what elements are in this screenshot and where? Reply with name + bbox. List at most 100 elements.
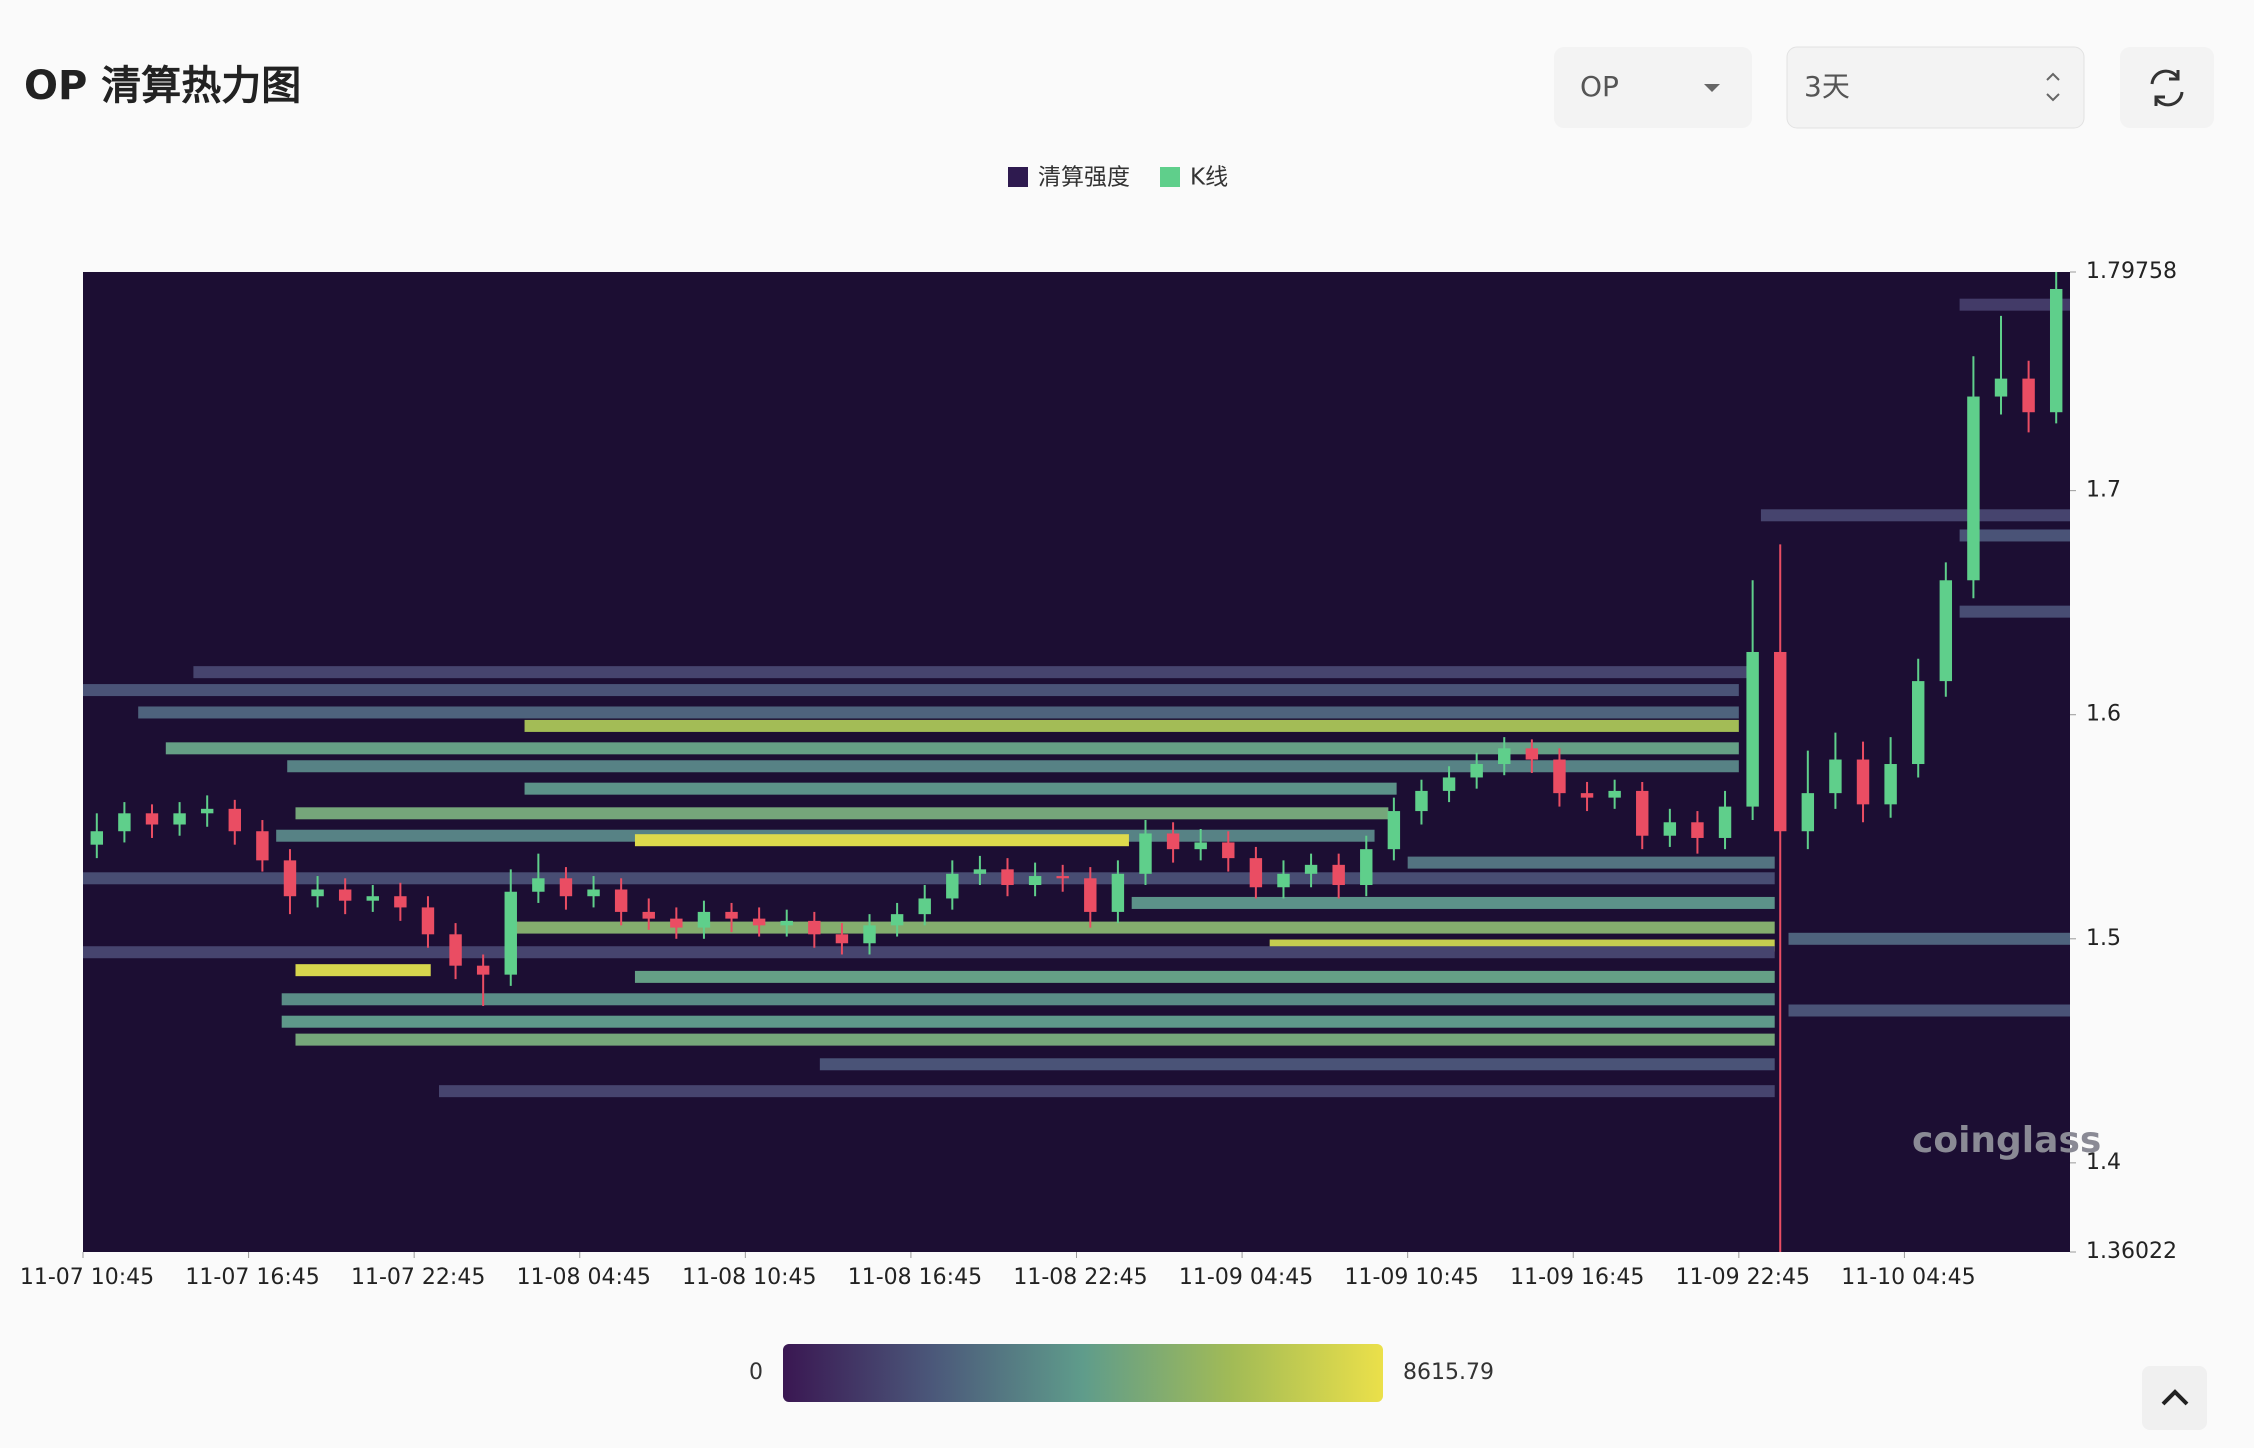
scroll-top-icon (2161, 1389, 2189, 1406)
candle-body (1829, 759, 1842, 794)
colorbar (783, 1344, 1383, 1402)
heat-band (510, 921, 1775, 934)
candle-body (1056, 876, 1069, 879)
candle-body (587, 889, 600, 897)
heat-band (281, 993, 1775, 1006)
symbol-select[interactable] (1554, 47, 1752, 128)
candle-body (1691, 822, 1704, 838)
x-tick-label: 11-07 16:45 (185, 1265, 319, 1290)
heat-band (1788, 1004, 2070, 1017)
candle-body (1387, 811, 1401, 850)
watermark: coinglass (1912, 1120, 2101, 1161)
candle-body (228, 808, 241, 832)
candle-body (1663, 822, 1677, 836)
legend-label: 清算强度 (1038, 165, 1130, 191)
candle-body (1139, 833, 1152, 874)
x-tick-label: 11-07 10:45 (20, 1265, 154, 1290)
candle-body (1939, 580, 1953, 682)
y-tick-label: 1.36022 (2086, 1239, 2177, 1264)
candle-body (1884, 764, 1897, 805)
candle-body (1001, 869, 1014, 886)
heat-band (287, 760, 1739, 773)
legend-label: K线 (1190, 165, 1228, 191)
heat-band (83, 684, 1739, 697)
candle-body (1222, 842, 1235, 859)
x-tick-label: 11-08 22:45 (1013, 1265, 1147, 1290)
candle-body (2049, 288, 2063, 413)
heat-band (439, 1085, 1775, 1098)
candle-body (145, 813, 159, 825)
candle-body (394, 896, 407, 908)
heat-band (281, 1015, 1775, 1028)
scroll-top-button[interactable] (2142, 1366, 2207, 1430)
candle-body (1718, 806, 1732, 838)
heat-band (634, 834, 1129, 847)
colorbar-min: 0 (749, 1360, 763, 1385)
candle-body (1277, 873, 1290, 888)
heat-band (1407, 856, 1775, 869)
candle-body (1553, 759, 1566, 794)
heat-band (1959, 605, 2070, 618)
candle-body (1498, 748, 1511, 765)
heat-band (138, 706, 1739, 719)
candle-body (918, 898, 931, 915)
candle-body (1525, 748, 1539, 760)
candle-body (421, 907, 435, 935)
candle-body (532, 878, 545, 892)
heat-band (524, 782, 1397, 795)
candle-body (890, 914, 904, 926)
y-tick-label: 1.6 (2086, 702, 2121, 727)
range-select[interactable] (1786, 46, 2085, 129)
x-tick-label: 11-10 04:45 (1841, 1265, 1975, 1290)
candle-body (338, 889, 352, 901)
candle-body (863, 925, 876, 944)
heat-band (634, 970, 1775, 983)
candle-body (1967, 396, 1980, 581)
candle-body (1774, 651, 1787, 832)
x-tick-label: 11-08 10:45 (682, 1265, 816, 1290)
candle-body (256, 831, 269, 861)
x-tick-label: 11-08 16:45 (848, 1265, 982, 1290)
candle-body (1608, 790, 1621, 798)
range-value: 3天 (1804, 70, 1850, 103)
plot-area (83, 272, 2070, 1252)
candle-body (1415, 790, 1428, 812)
heat-band (1959, 298, 2070, 311)
candle-body (1994, 378, 2008, 397)
heat-band (295, 964, 431, 977)
candle-body (476, 965, 490, 975)
x-tick-label: 11-07 22:45 (351, 1265, 485, 1290)
y-tick-label: 1.7 (2086, 478, 2121, 503)
symbol-value: OP (1580, 70, 1619, 103)
candle-body (808, 920, 821, 935)
heat-band (1959, 529, 2070, 542)
refresh-icon (2150, 69, 2184, 107)
candle-body (1442, 777, 1456, 791)
candle-body (559, 878, 573, 897)
candle-body (835, 934, 849, 944)
candle-body (504, 891, 517, 975)
heat-band (83, 946, 1775, 959)
candle-body (1801, 793, 1815, 832)
dropdown-arrow (1704, 84, 1720, 92)
x-tick-label: 11-09 22:45 (1676, 1265, 1810, 1290)
y-tick-label: 1.79758 (2086, 259, 2177, 284)
refresh-button[interactable] (2120, 47, 2214, 128)
candle-body (200, 808, 214, 814)
legend-swatch (1160, 167, 1180, 187)
heat-band (295, 1033, 1775, 1046)
candle-body (752, 918, 766, 926)
candle-body (173, 813, 186, 825)
candle-body (1028, 876, 1042, 886)
candle-body (642, 911, 655, 919)
candle-body (1856, 759, 1870, 805)
candle-body (725, 911, 738, 919)
heat-band (524, 719, 1739, 732)
candle-body (118, 813, 131, 832)
y-tick-label: 1.4 (2086, 1150, 2121, 1175)
candle-body (1332, 864, 1345, 886)
candle-body (366, 896, 379, 901)
candle-body (670, 918, 683, 928)
candle-body (1912, 681, 1925, 765)
